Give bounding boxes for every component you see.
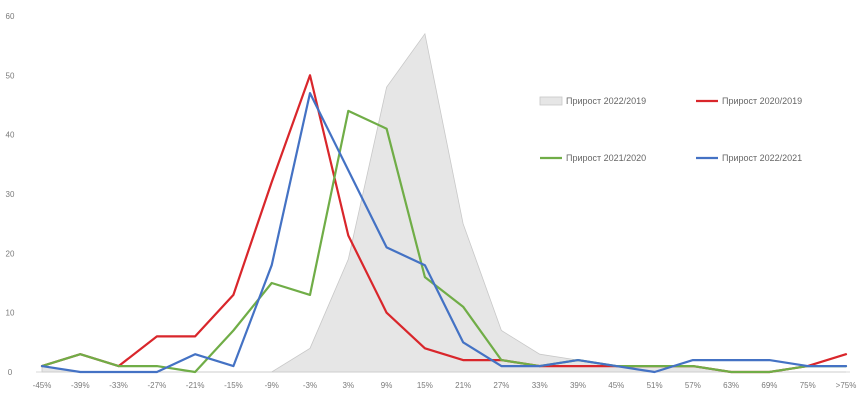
x-tick-label: -3% bbox=[303, 381, 317, 390]
legend-item-1: Прирост 2020/2019 bbox=[696, 96, 802, 106]
series-line-2 bbox=[40, 109, 848, 374]
plot-area bbox=[40, 32, 848, 374]
legend-item-3: Прирост 2022/2021 bbox=[696, 153, 802, 163]
legend-label: Прирост 2022/2019 bbox=[566, 96, 646, 106]
x-tick-label: 3% bbox=[343, 381, 355, 390]
legend-label: Прирост 2022/2021 bbox=[722, 153, 802, 163]
x-tick-label: -39% bbox=[71, 381, 90, 390]
x-tick-label: >75% bbox=[836, 381, 857, 390]
x-tick-label: 51% bbox=[647, 381, 663, 390]
legend-item-2: Прирост 2021/2020 bbox=[540, 153, 646, 163]
y-tick-label: 0 bbox=[8, 368, 13, 377]
y-tick-label: 10 bbox=[6, 309, 15, 318]
x-tick-label: -9% bbox=[265, 381, 279, 390]
legend-label: Прирост 2020/2019 bbox=[722, 96, 802, 106]
legend-swatch bbox=[539, 96, 563, 106]
x-tick-label: -33% bbox=[109, 381, 128, 390]
x-axis: -45% -39% -33% -27% -21% -15% -9% -3% 3% 9% 15% 21%… bbox=[33, 371, 857, 390]
x-tick-label: 57% bbox=[685, 381, 701, 390]
x-tick-label: 39% bbox=[570, 381, 586, 390]
x-tick-label: 63% bbox=[723, 381, 739, 390]
legend-item-0: Прирост 2022/2019 bbox=[539, 96, 646, 106]
y-tick-label: 50 bbox=[6, 71, 15, 80]
x-tick-label: -21% bbox=[186, 381, 205, 390]
x-tick-label: 33% bbox=[532, 381, 548, 390]
series-area-0 bbox=[41, 32, 846, 373]
legend: Прирост 2022/2019 Прирост 2020/2019 Прирос… bbox=[539, 96, 802, 163]
legend-label: Прирост 2021/2020 bbox=[566, 153, 646, 163]
y-tick-label: 20 bbox=[6, 249, 15, 258]
x-tick-label: -27% bbox=[148, 381, 167, 390]
x-tick-label: 69% bbox=[761, 381, 777, 390]
x-tick-label: 21% bbox=[455, 381, 471, 390]
x-tick-label: 75% bbox=[800, 381, 816, 390]
x-tick-label: -45% bbox=[33, 381, 52, 390]
x-tick-label: 27% bbox=[493, 381, 509, 390]
y-tick-label: 30 bbox=[6, 190, 15, 199]
x-tick-label: 15% bbox=[417, 381, 433, 390]
x-tick-label: 45% bbox=[608, 381, 624, 390]
x-tick-label: 9% bbox=[381, 381, 393, 390]
series-line-3 bbox=[40, 92, 848, 374]
y-tick-label: 40 bbox=[6, 131, 15, 140]
x-tick-label: -15% bbox=[224, 381, 243, 390]
y-tick-label: 60 bbox=[6, 12, 15, 21]
y-axis: 0 10 20 30 40 50 60 bbox=[6, 12, 15, 377]
